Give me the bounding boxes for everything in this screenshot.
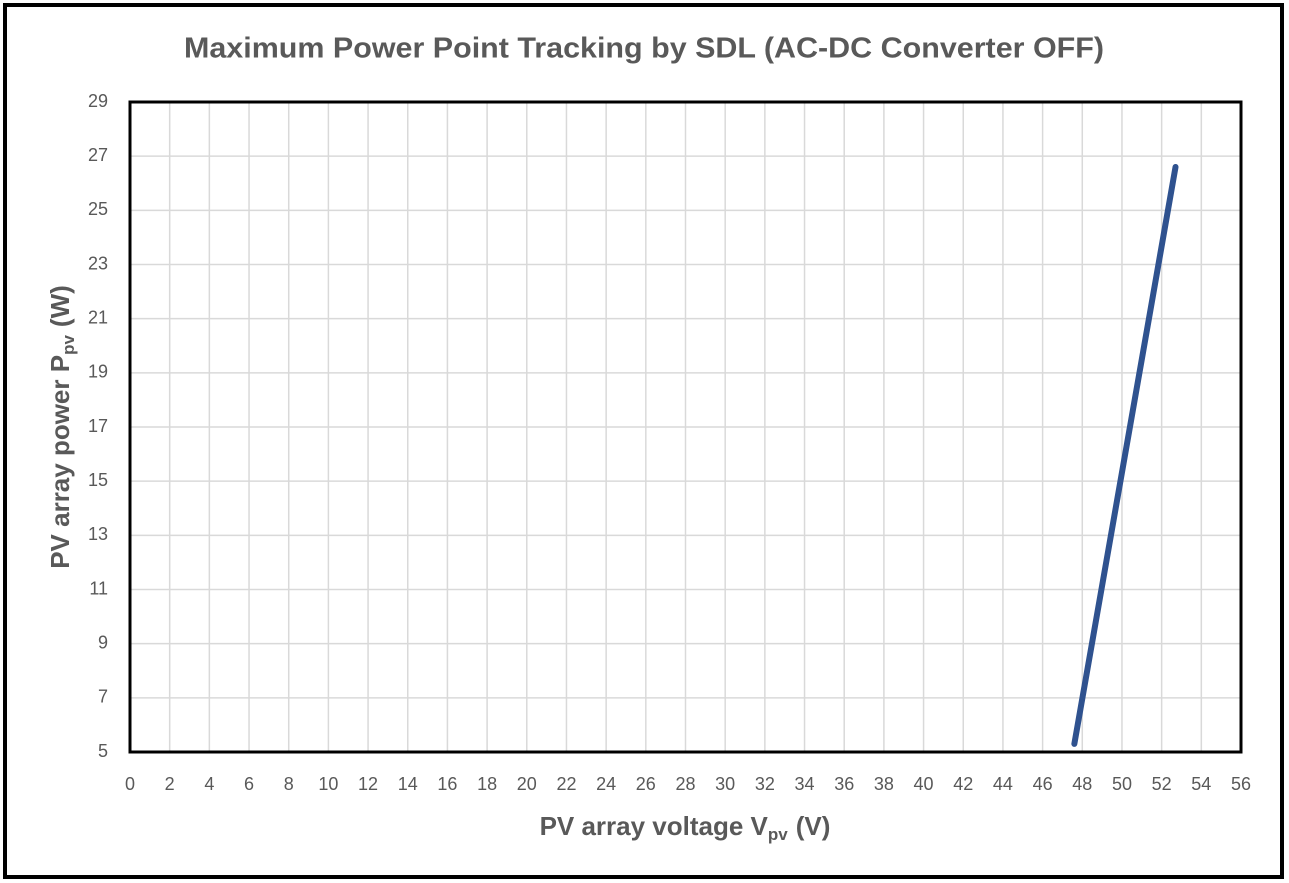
x-title-main: PV array voltage V bbox=[540, 811, 769, 841]
y-tick-label: 27 bbox=[88, 145, 108, 165]
x-tick-label: 4 bbox=[204, 774, 214, 794]
chart-border bbox=[3, 3, 1284, 879]
y-title-unit: (W) bbox=[45, 285, 75, 327]
x-tick-label: 18 bbox=[477, 774, 497, 794]
x-tick-label: 38 bbox=[874, 774, 894, 794]
y-tick-label: 9 bbox=[98, 632, 108, 652]
x-tick-label: 54 bbox=[1191, 774, 1211, 794]
x-tick-label: 34 bbox=[795, 774, 815, 794]
y-tick-label: 13 bbox=[88, 524, 108, 544]
y-axis-title: PV array power Ppv (W) bbox=[45, 285, 79, 569]
x-tick-label: 24 bbox=[596, 774, 616, 794]
x-tick-label: 36 bbox=[834, 774, 854, 794]
x-tick-label: 30 bbox=[715, 774, 735, 794]
x-tick-label: 10 bbox=[318, 774, 338, 794]
x-tick-label: 42 bbox=[953, 774, 973, 794]
y-tick-label: 19 bbox=[88, 362, 108, 382]
y-tick-label: 23 bbox=[88, 253, 108, 273]
y-tick-label: 11 bbox=[89, 578, 108, 598]
y-tick-label: 17 bbox=[88, 416, 108, 436]
x-tick-label: 56 bbox=[1231, 774, 1251, 794]
y-tick-label: 25 bbox=[88, 199, 108, 219]
y-title-main: PV array power P bbox=[45, 355, 75, 569]
x-tick-label: 44 bbox=[993, 774, 1013, 794]
x-tick-label: 52 bbox=[1152, 774, 1172, 794]
x-tick-label: 12 bbox=[358, 774, 378, 794]
x-tick-label: 28 bbox=[675, 774, 695, 794]
x-tick-label: 0 bbox=[125, 774, 135, 794]
x-tick-label: 40 bbox=[914, 774, 934, 794]
x-tick-label: 8 bbox=[284, 774, 294, 794]
y-tick-label: 7 bbox=[98, 687, 108, 707]
y-tick-label: 15 bbox=[88, 470, 108, 490]
x-tick-label: 48 bbox=[1072, 774, 1092, 794]
x-tick-label: 2 bbox=[165, 774, 175, 794]
y-tick-label: 5 bbox=[98, 741, 108, 761]
x-axis-title: PV array voltage Vpv (V) bbox=[540, 811, 831, 845]
x-title-unit: (V) bbox=[796, 811, 831, 841]
x-title-sub: pv bbox=[768, 825, 788, 844]
x-tick-label: 50 bbox=[1112, 774, 1132, 794]
x-tick-label: 14 bbox=[398, 774, 418, 794]
x-tick-label: 26 bbox=[636, 774, 656, 794]
x-tick-label: 32 bbox=[755, 774, 775, 794]
x-tick-label: 46 bbox=[1033, 774, 1053, 794]
x-tick-label: 20 bbox=[517, 774, 537, 794]
y-tick-label: 21 bbox=[88, 307, 108, 327]
x-tick-label: 22 bbox=[556, 774, 576, 794]
x-tick-label: 16 bbox=[437, 774, 457, 794]
x-tick-label: 6 bbox=[244, 774, 254, 794]
plot-border bbox=[128, 100, 1243, 754]
marks bbox=[1071, 164, 1179, 747]
chart-title: Maximum Power Point Tracking by SDL (AC-… bbox=[184, 33, 1104, 65]
data-line bbox=[1071, 164, 1179, 747]
y-tick-label: 29 bbox=[88, 91, 108, 111]
y-title-sub: pv bbox=[59, 335, 78, 355]
